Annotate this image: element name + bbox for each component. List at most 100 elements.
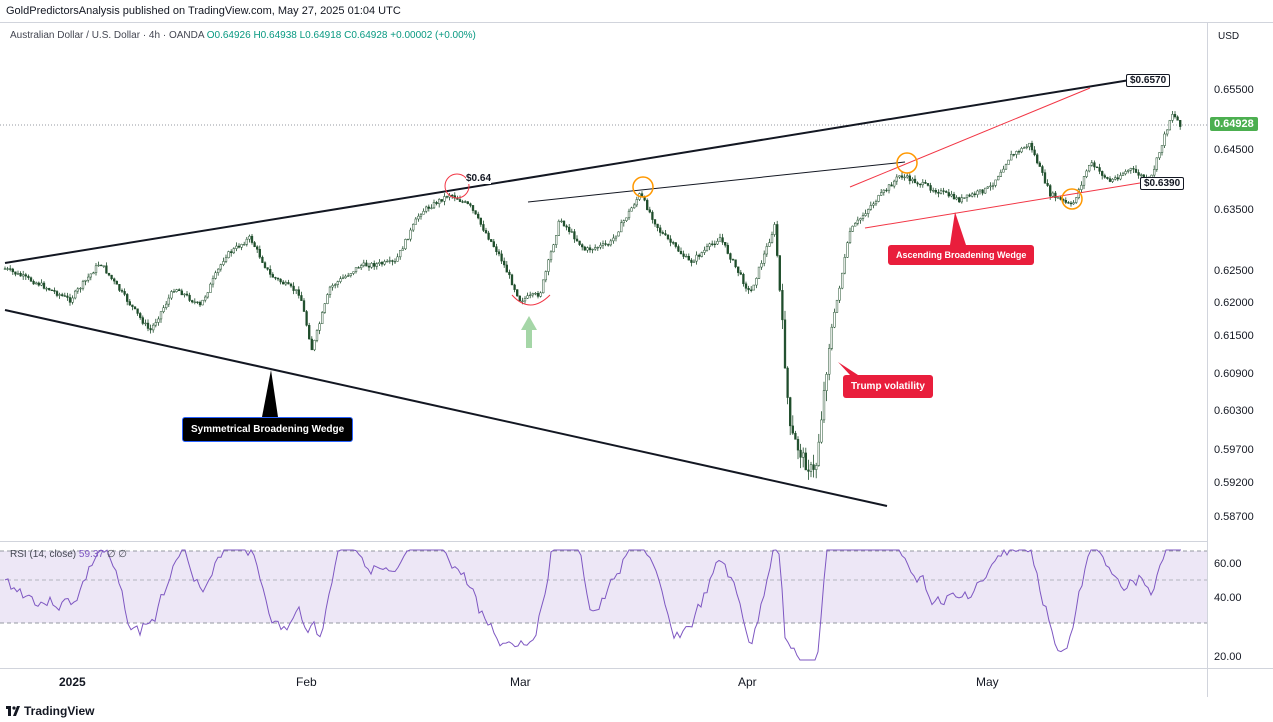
- candle-body: [1017, 151, 1021, 153]
- candle-body: [960, 197, 963, 203]
- candle-body: [74, 290, 77, 299]
- candle-body: [500, 253, 503, 262]
- candle-body: [295, 289, 298, 291]
- candle-body: [981, 189, 984, 194]
- candle-body: [287, 282, 290, 285]
- candle-body: [417, 215, 420, 220]
- candle-body: [53, 290, 56, 292]
- candle-body: [352, 271, 355, 274]
- candle-body: [679, 251, 683, 255]
- candle-body: [1106, 177, 1109, 179]
- candle-body: [373, 263, 376, 267]
- candle-body: [269, 269, 272, 275]
- candle-body: [240, 244, 243, 248]
- candle-body: [690, 259, 693, 263]
- tradingview-brand: TradingView: [24, 704, 95, 718]
- candle-body: [1056, 197, 1060, 199]
- candle-body: [607, 244, 610, 246]
- candle-body: [599, 244, 602, 248]
- rsi-line: [4, 548, 1181, 661]
- ascending-lower-line[interactable]: [864, 182, 1141, 229]
- candle-body: [809, 464, 813, 472]
- candle-body: [755, 278, 758, 286]
- candle-body: [820, 419, 823, 443]
- candle-body: [136, 308, 139, 314]
- candle-body: [651, 211, 654, 220]
- candle-body: [40, 282, 43, 286]
- candle-body: [471, 205, 475, 211]
- neckline[interactable]: [527, 161, 906, 203]
- candle-body: [167, 297, 170, 305]
- candle-body: [16, 273, 20, 275]
- candle-body: [1155, 157, 1158, 170]
- tradingview-footer[interactable]: TradingView: [6, 704, 94, 718]
- candle-body: [266, 267, 269, 270]
- candle-body: [976, 190, 979, 195]
- candle-body: [282, 281, 285, 285]
- candle-body: [838, 287, 841, 301]
- candle-body: [760, 262, 763, 268]
- candle-body: [825, 373, 828, 391]
- time-tick-label: Apr: [738, 675, 757, 689]
- candle-body: [828, 348, 831, 375]
- candle-body: [451, 194, 454, 197]
- candle-body: [341, 277, 345, 279]
- candle-body: [555, 235, 558, 245]
- candle-body: [443, 196, 446, 202]
- wedge-lower-trendline[interactable]: [4, 309, 888, 507]
- candle-body: [851, 225, 854, 232]
- ascending-upper-line[interactable]: [849, 87, 1091, 188]
- candle-body: [66, 295, 69, 298]
- candle-body: [6, 268, 9, 270]
- candle-body: [404, 239, 407, 250]
- currency-label[interactable]: USD: [1218, 31, 1240, 42]
- candle-body: [425, 206, 428, 212]
- candle-body: [170, 291, 173, 299]
- candle-body: [1114, 177, 1117, 180]
- candle-body: [1002, 168, 1005, 173]
- candle-body: [115, 280, 118, 285]
- candle-body: [258, 249, 261, 258]
- candle-body: [560, 220, 563, 223]
- candle-body: [958, 197, 961, 203]
- candle-body: [152, 324, 155, 331]
- candle-body: [963, 197, 966, 199]
- support-label: $0.6390: [1140, 177, 1185, 190]
- symbol-name[interactable]: Australian Dollar / U.S. Dollar · 4h · O…: [10, 30, 204, 41]
- publish-header: GoldPredictorsAnalysis published on Trad…: [6, 5, 401, 17]
- candle-body: [534, 293, 537, 295]
- candle-body: [721, 237, 724, 243]
- candle-body: [105, 265, 108, 274]
- candle-body: [591, 248, 594, 251]
- candle-body: [815, 465, 818, 470]
- trump-pointer: [838, 362, 858, 375]
- candle-body: [1004, 164, 1008, 170]
- candle-body: [674, 242, 677, 247]
- candle-body: [383, 261, 386, 265]
- candle-body: [209, 283, 212, 293]
- candle-body: [609, 240, 612, 246]
- candle-body: [526, 295, 529, 299]
- candle-body: [89, 273, 92, 278]
- candle-body: [191, 300, 194, 303]
- candle-body: [1023, 147, 1026, 149]
- candle-body: [1124, 171, 1127, 175]
- time-tick-label: Feb: [296, 675, 317, 689]
- candle-body: [916, 182, 919, 185]
- wedge-upper-trendline[interactable]: [4, 79, 1131, 264]
- rsi-label[interactable]: RSI (14, close): [10, 549, 77, 560]
- candle-body: [3, 268, 7, 270]
- candle-body: [557, 220, 560, 236]
- candle-body: [477, 213, 480, 219]
- candle-body: [198, 301, 202, 306]
- level-064-label: $0.64: [466, 173, 492, 184]
- candle-body: [250, 235, 254, 243]
- candle-body: [141, 317, 144, 324]
- candle-body: [466, 201, 469, 204]
- candle-body: [360, 265, 363, 269]
- candle-body: [1171, 114, 1174, 121]
- candle-body: [921, 182, 924, 186]
- candle-body: [997, 176, 1000, 181]
- candle-body: [1012, 154, 1015, 156]
